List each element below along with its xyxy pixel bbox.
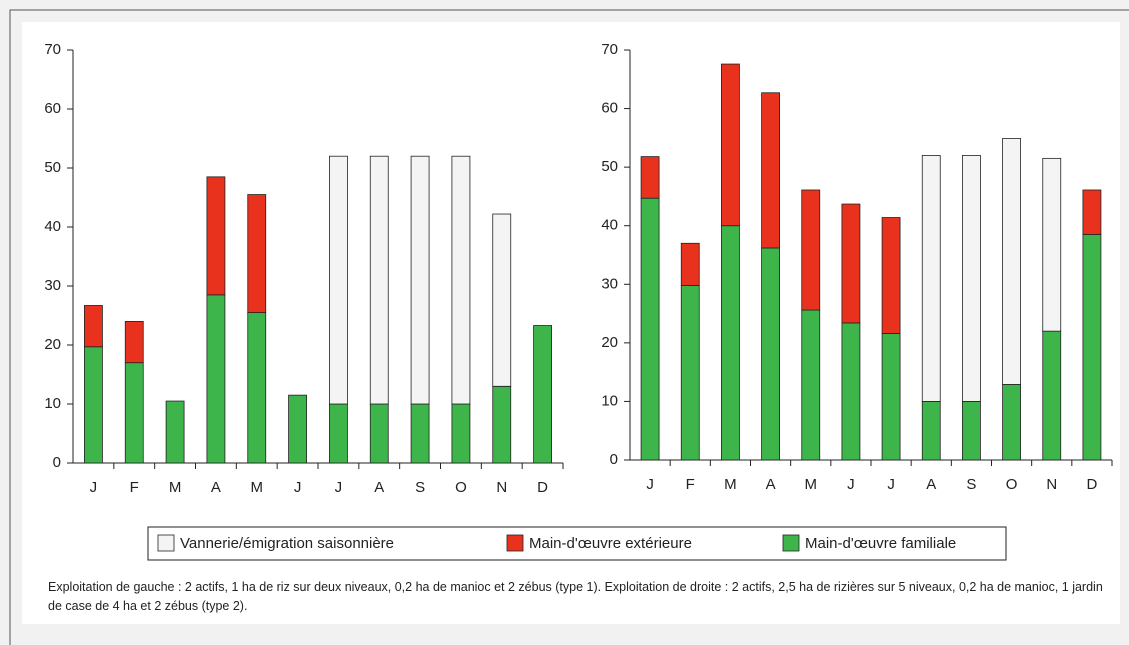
x-tick-label: J bbox=[335, 479, 343, 496]
x-tick-label: J bbox=[847, 476, 855, 493]
bar-segment bbox=[761, 247, 780, 461]
x-tick-label: J bbox=[90, 479, 98, 496]
bar-segment bbox=[410, 403, 430, 464]
x-tick-label: O bbox=[455, 479, 467, 496]
bar-segment bbox=[680, 285, 700, 461]
x-tick-label: M bbox=[724, 476, 737, 493]
bar-segment bbox=[206, 294, 226, 464]
bar-segment bbox=[410, 155, 430, 405]
y-tick-label: 50 bbox=[601, 158, 618, 175]
y-tick-label: 40 bbox=[44, 218, 61, 235]
y-tick-label: 0 bbox=[610, 451, 618, 468]
legend-swatch bbox=[157, 534, 175, 552]
bar-segment bbox=[1002, 384, 1021, 461]
bar-segment bbox=[247, 312, 267, 464]
y-tick-label: 50 bbox=[44, 159, 61, 176]
bar-segment bbox=[369, 403, 389, 464]
bar-segment bbox=[962, 401, 981, 461]
bar-segment bbox=[680, 242, 700, 286]
x-tick-label: S bbox=[966, 476, 976, 493]
x-tick-label: N bbox=[496, 479, 507, 496]
legend-label: Main-d'œuvre extérieure bbox=[529, 535, 692, 552]
y-tick-label: 10 bbox=[44, 395, 61, 412]
x-tick-label: D bbox=[1086, 476, 1097, 493]
x-tick-label: A bbox=[926, 476, 936, 493]
y-tick-label: 20 bbox=[44, 336, 61, 353]
y-tick-label: 70 bbox=[601, 41, 618, 58]
x-tick-label: S bbox=[415, 479, 425, 496]
y-tick-label: 10 bbox=[601, 392, 618, 409]
bar-segment bbox=[962, 155, 981, 402]
x-tick-label: D bbox=[537, 479, 548, 496]
bar-segment bbox=[640, 156, 660, 199]
legend-swatch bbox=[782, 534, 800, 552]
x-tick-label: M bbox=[169, 479, 182, 496]
x-tick-label: F bbox=[130, 479, 139, 496]
bar-segment bbox=[640, 197, 660, 461]
bar-segment bbox=[921, 155, 941, 402]
y-tick-label: 30 bbox=[601, 275, 618, 292]
bar-segment bbox=[124, 320, 144, 364]
y-tick-label: 30 bbox=[44, 277, 61, 294]
bar-segment bbox=[165, 400, 185, 464]
x-tick-label: A bbox=[766, 476, 776, 493]
bar-segment bbox=[801, 309, 821, 461]
legend-swatch bbox=[506, 534, 524, 552]
bar-segment bbox=[921, 401, 941, 461]
bar-segment bbox=[247, 194, 267, 313]
y-tick-label: 60 bbox=[44, 100, 61, 117]
x-tick-label: J bbox=[646, 476, 654, 493]
bar-segment bbox=[84, 305, 103, 348]
bar-segment bbox=[492, 213, 512, 387]
bar-segment bbox=[1082, 234, 1102, 461]
bar-segment bbox=[841, 203, 861, 324]
bar-segment bbox=[841, 322, 861, 461]
legend-label: Vannerie/émigration saisonnière bbox=[180, 535, 394, 552]
x-tick-label: F bbox=[686, 476, 695, 493]
bar-segment bbox=[721, 225, 740, 461]
bar-segment bbox=[124, 362, 144, 464]
y-tick-label: 40 bbox=[601, 217, 618, 234]
bar-segment bbox=[721, 63, 740, 227]
bar-segment bbox=[1002, 138, 1021, 385]
bar-segment bbox=[451, 403, 471, 464]
x-tick-label: M bbox=[251, 479, 264, 496]
y-tick-label: 70 bbox=[44, 41, 61, 58]
x-tick-label: A bbox=[374, 479, 384, 496]
bar-segment bbox=[801, 189, 821, 311]
y-tick-label: 0 bbox=[53, 454, 61, 471]
bar-segment bbox=[533, 325, 552, 464]
bar-segment bbox=[84, 346, 103, 464]
x-tick-label: O bbox=[1006, 476, 1018, 493]
bar-segment bbox=[881, 333, 901, 461]
y-tick-label: 20 bbox=[601, 334, 618, 351]
bar-segment bbox=[451, 155, 471, 405]
bar-segment bbox=[288, 394, 307, 464]
frame bbox=[9, 9, 1129, 645]
caption: Exploitation de gauche : 2 actifs, 1 ha … bbox=[48, 580, 1103, 613]
bar-segment bbox=[492, 385, 512, 464]
x-tick-label: J bbox=[887, 476, 895, 493]
x-tick-label: A bbox=[211, 479, 221, 496]
bar-segment bbox=[1042, 330, 1062, 461]
x-tick-label: N bbox=[1046, 476, 1057, 493]
x-tick-label: M bbox=[805, 476, 818, 493]
bar-segment bbox=[1042, 157, 1062, 332]
bar-segment bbox=[761, 92, 780, 249]
y-tick-label: 60 bbox=[601, 100, 618, 117]
bar-segment bbox=[881, 217, 901, 334]
bar-segment bbox=[1082, 189, 1102, 235]
legend-label: Main-d'œuvre familiale bbox=[805, 535, 956, 552]
legend-box bbox=[147, 526, 1007, 561]
bar-segment bbox=[206, 176, 226, 296]
bar-segment bbox=[369, 155, 389, 405]
x-tick-label: J bbox=[294, 479, 302, 496]
bar-segment bbox=[329, 155, 348, 405]
bar-segment bbox=[329, 403, 348, 464]
